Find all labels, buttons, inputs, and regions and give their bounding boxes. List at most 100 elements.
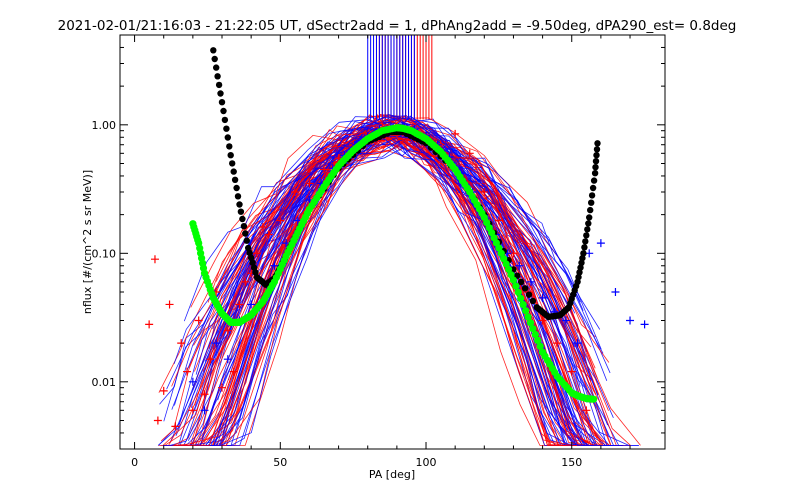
fit-point bbox=[242, 230, 249, 237]
scatter-point bbox=[200, 406, 209, 415]
fit-point bbox=[218, 99, 226, 106]
scatter-point bbox=[165, 300, 174, 309]
x-tick-label: 50 bbox=[273, 456, 287, 469]
fit-point bbox=[588, 199, 595, 206]
scatter-point bbox=[177, 339, 186, 348]
fit-point bbox=[583, 232, 590, 239]
fit-point bbox=[593, 152, 600, 159]
scatter-point bbox=[494, 216, 503, 225]
fit-point bbox=[531, 330, 539, 339]
scatter-point bbox=[200, 390, 209, 399]
fit-point bbox=[586, 214, 593, 221]
fit-point bbox=[252, 269, 259, 276]
scatter-point bbox=[573, 339, 582, 348]
scatter-point bbox=[538, 293, 547, 302]
fit-point bbox=[509, 276, 517, 284]
fit-point bbox=[536, 342, 544, 350]
fit-point bbox=[592, 164, 599, 171]
fit-point bbox=[579, 254, 586, 262]
fit-point bbox=[524, 313, 532, 321]
trace-line bbox=[220, 130, 616, 446]
x-tick-label: 100 bbox=[416, 456, 437, 469]
y-tick-label: 1.00 bbox=[92, 119, 117, 132]
fit-point bbox=[243, 237, 250, 244]
y-axis-label: nflux [#/(cm^2 s sr MeV)] bbox=[81, 170, 94, 314]
trace-line bbox=[202, 131, 595, 446]
scatter-point bbox=[153, 416, 162, 425]
fit-point bbox=[594, 140, 601, 147]
scatter-point bbox=[320, 165, 329, 174]
scatter-point bbox=[640, 320, 649, 329]
x-tick-label: 150 bbox=[561, 456, 582, 469]
fit-point bbox=[593, 146, 601, 153]
scatter-point bbox=[212, 339, 221, 348]
scatter-point bbox=[561, 316, 570, 325]
fit-point bbox=[250, 264, 258, 271]
fit-point bbox=[221, 116, 229, 124]
fit-point bbox=[582, 238, 589, 245]
scatter-point bbox=[611, 287, 620, 296]
fit-point bbox=[224, 134, 231, 141]
fit-point bbox=[585, 220, 592, 227]
x-tick-label: 0 bbox=[131, 456, 138, 469]
x-axis-label: PA [deg] bbox=[369, 468, 415, 481]
fit-point bbox=[223, 125, 230, 132]
scatter-point bbox=[276, 216, 285, 225]
scatter-point bbox=[218, 383, 227, 392]
scatter-point bbox=[145, 320, 154, 329]
fit-point bbox=[236, 201, 243, 208]
trace-line bbox=[212, 138, 611, 446]
fit-point bbox=[231, 176, 239, 183]
scatter-point bbox=[206, 355, 215, 364]
scatter-point bbox=[171, 422, 180, 431]
fit-point bbox=[246, 249, 253, 257]
axis-ticks: 0 50 100 150 0.01 0.10 1.00 bbox=[92, 34, 665, 469]
fit-point bbox=[521, 285, 529, 292]
fit-point bbox=[227, 152, 234, 159]
fit-point bbox=[230, 168, 237, 175]
fit-point bbox=[529, 325, 537, 333]
scatter-point bbox=[553, 339, 562, 348]
scatter-point bbox=[223, 326, 232, 335]
scatter-point bbox=[596, 239, 605, 248]
scatter-point bbox=[247, 300, 256, 309]
scatter-point bbox=[480, 188, 489, 197]
fit-point bbox=[590, 177, 598, 184]
fit-point bbox=[519, 301, 527, 309]
fit-point bbox=[591, 170, 599, 177]
scatter-point bbox=[183, 367, 192, 376]
scatter-point bbox=[252, 249, 261, 258]
fit-point bbox=[214, 73, 221, 80]
fit-point bbox=[245, 244, 252, 252]
fit-point bbox=[233, 184, 240, 192]
fit-point bbox=[581, 244, 588, 251]
scatter-point bbox=[223, 355, 232, 364]
chart-title: 2021-02-01/21:16:03 - 21:22:05 UT, dSect… bbox=[58, 18, 737, 34]
scatter-point bbox=[582, 406, 591, 415]
fit-point bbox=[534, 336, 542, 344]
scatter-point bbox=[159, 386, 168, 395]
fit-point bbox=[584, 226, 591, 233]
vertical-markers bbox=[367, 35, 433, 120]
fit-point bbox=[525, 291, 533, 298]
fit-point bbox=[213, 64, 220, 71]
fit-point bbox=[587, 206, 594, 214]
fit-point bbox=[588, 192, 596, 199]
fit-point bbox=[249, 259, 256, 266]
y-tick-label: 0.10 bbox=[92, 247, 117, 260]
fit-curves bbox=[189, 47, 601, 403]
scatter-point bbox=[626, 316, 635, 325]
scatter-point bbox=[229, 367, 238, 376]
trace-line bbox=[179, 132, 592, 446]
y-tick-label: 0.01 bbox=[92, 376, 117, 389]
trace-line bbox=[219, 115, 600, 446]
scatter-point bbox=[188, 377, 197, 386]
plot-frame bbox=[119, 34, 666, 450]
fit-point bbox=[237, 208, 245, 215]
fit-point bbox=[529, 297, 537, 305]
fit-point bbox=[234, 193, 242, 200]
fit-point bbox=[215, 81, 223, 89]
scatter-point bbox=[465, 149, 474, 158]
fit-point bbox=[522, 307, 530, 315]
